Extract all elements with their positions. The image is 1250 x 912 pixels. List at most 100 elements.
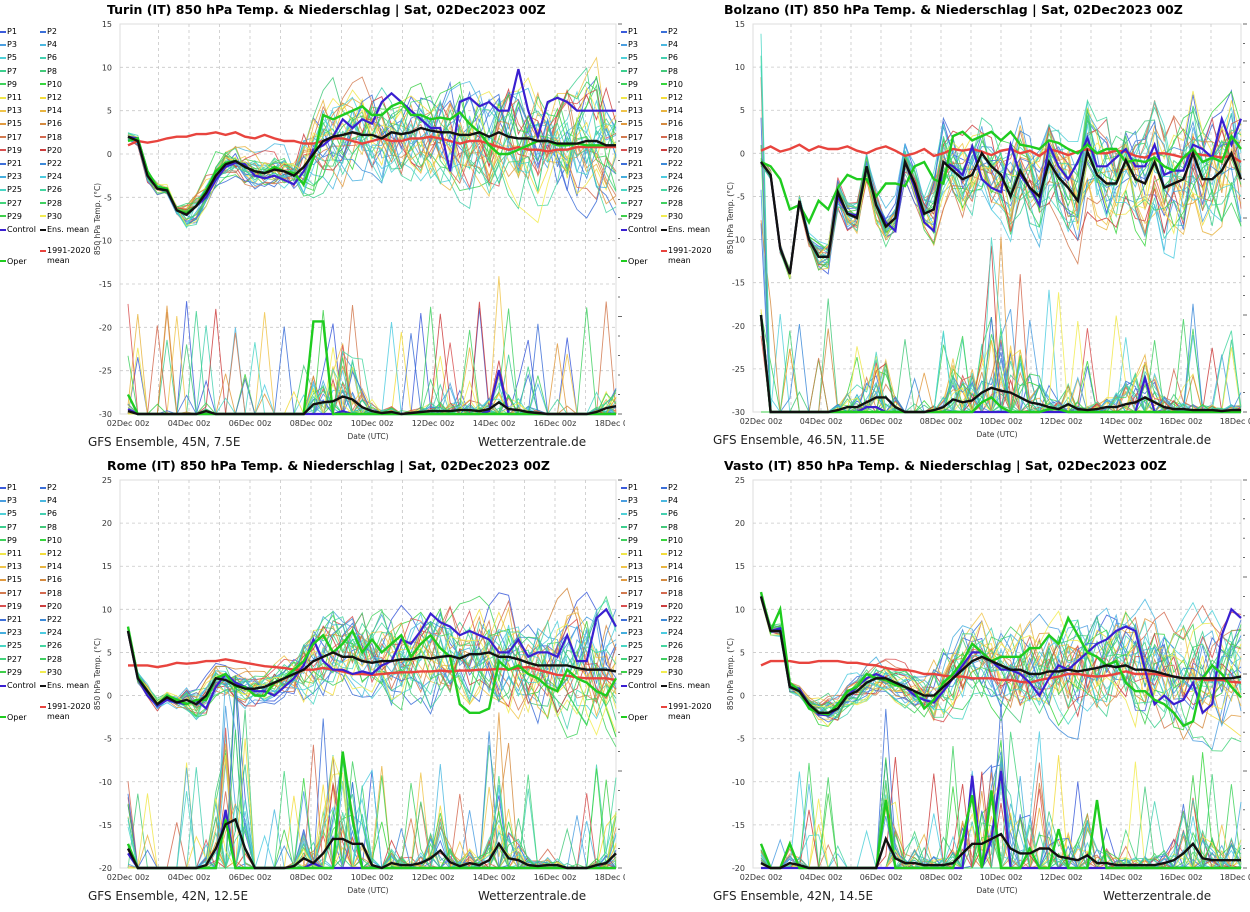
legend-label: P27 bbox=[7, 198, 23, 208]
y-tick-label-temp: -5 bbox=[104, 735, 112, 744]
legend-label-line2: mean bbox=[668, 256, 691, 266]
legend-item-p30: P30 bbox=[40, 668, 62, 678]
legend-item-p1: P1 bbox=[621, 483, 638, 493]
legend-item-p18: P18 bbox=[661, 133, 683, 143]
y-tick-label-temp: 20 bbox=[735, 519, 745, 528]
legend-swatch bbox=[0, 43, 6, 46]
legend-swatch bbox=[0, 188, 6, 191]
legend-item-p11: P11 bbox=[621, 549, 643, 559]
legend-label: P23 bbox=[628, 628, 644, 638]
legend-item-p24: P24 bbox=[40, 628, 62, 638]
legend-label: Ens. mean bbox=[668, 681, 711, 690]
legend-swatch bbox=[661, 644, 667, 647]
legend-label: P29 bbox=[7, 211, 23, 221]
chart-title: Rome (IT) 850 hPa Temp. & Niederschlag |… bbox=[107, 458, 550, 473]
x-tick-label: 18Dec 00z bbox=[595, 873, 625, 882]
legend-label: 1991-2020 bbox=[668, 702, 712, 712]
legend-item-p12: P12 bbox=[40, 93, 62, 103]
legend-swatch bbox=[40, 592, 46, 595]
legend-label: P23 bbox=[7, 172, 23, 182]
temp-line-1991-2020-mean bbox=[760, 659, 1242, 684]
legend-item-p24: P24 bbox=[40, 172, 62, 182]
legend-item-p6: P6 bbox=[40, 53, 57, 63]
member-temp-line-P8 bbox=[127, 610, 617, 721]
legend-item-p7: P7 bbox=[0, 523, 17, 533]
legend-swatch bbox=[621, 260, 627, 263]
legend-label: P21 bbox=[7, 159, 23, 168]
y-tick-label-temp: 5 bbox=[740, 106, 745, 115]
legend-item-p3: P3 bbox=[0, 40, 17, 50]
legend-label: P14 bbox=[668, 106, 684, 116]
legend-swatch bbox=[621, 618, 627, 621]
legend-swatch bbox=[40, 83, 46, 86]
y-tick-label-temp: -10 bbox=[732, 236, 745, 245]
legend-label: P15 bbox=[7, 119, 23, 129]
y-tick-label-temp: 15 bbox=[102, 20, 112, 29]
legend-label: Ens. mean bbox=[47, 225, 90, 234]
legend-label: P3 bbox=[7, 496, 17, 506]
legend-item-p2: P2 bbox=[40, 483, 57, 493]
legend-item-p9: P9 bbox=[621, 536, 638, 546]
legend-swatch bbox=[40, 526, 46, 529]
member-temp-line-P21 bbox=[127, 90, 617, 225]
legend-swatch bbox=[661, 109, 667, 112]
legend-swatch bbox=[40, 512, 46, 515]
legend-label: P16 bbox=[668, 119, 684, 129]
legend-item-control: Control bbox=[0, 225, 36, 235]
temp-line-ens-mean bbox=[759, 596, 1242, 714]
chart-title: Turin (IT) 850 hPa Temp. & Niederschlag … bbox=[107, 2, 546, 17]
legend-swatch bbox=[661, 631, 667, 634]
y-tick-label-temp: -25 bbox=[99, 367, 112, 376]
x-tick-label: 04Dec 00z bbox=[800, 417, 843, 426]
legend-label: P5 bbox=[628, 53, 638, 63]
y-tick-label-temp: -30 bbox=[732, 408, 745, 417]
legend-item-p22: P22 bbox=[661, 615, 683, 625]
legend-item-p4: P4 bbox=[40, 496, 57, 506]
series-group bbox=[759, 591, 1242, 870]
legend-item-p1: P1 bbox=[621, 27, 638, 37]
legend-item-p16: P16 bbox=[40, 119, 62, 129]
legend-label: P3 bbox=[628, 40, 638, 50]
y-tick-label-temp: -10 bbox=[99, 778, 112, 787]
legend-label: Ens. mean bbox=[668, 225, 711, 234]
x-tick-label: 08Dec 00z bbox=[290, 419, 333, 428]
legend-item-control: Control bbox=[621, 681, 657, 691]
legend-swatch bbox=[621, 552, 627, 555]
x-tick-label: 10Dec 00z bbox=[980, 873, 1023, 882]
legend-item-p18: P18 bbox=[40, 133, 62, 143]
legend-swatch bbox=[0, 228, 6, 231]
legend-item-ens-mean: Ens. mean bbox=[40, 225, 89, 235]
legend-item-p17: P17 bbox=[0, 133, 22, 143]
legend-item-p28: P28 bbox=[40, 199, 62, 209]
legend-swatch bbox=[40, 486, 46, 489]
legend-item-p27: P27 bbox=[621, 655, 643, 665]
legend-label: P9 bbox=[7, 535, 17, 545]
y-axis-label-temp: 850 hPa Temp. (°C) bbox=[93, 183, 102, 255]
legend-label: P16 bbox=[668, 575, 684, 585]
legend-swatch bbox=[0, 512, 6, 515]
x-axis-label: Date (UTC) bbox=[347, 886, 388, 895]
x-axis-label: Date (UTC) bbox=[976, 886, 1017, 895]
legend-item-p11: P11 bbox=[0, 549, 22, 559]
member-precip-line-P24 bbox=[127, 769, 617, 870]
legend-label: 1991-2020 bbox=[47, 702, 91, 712]
legend-item-p17: P17 bbox=[0, 589, 22, 599]
legend-item-clim: 1991-2020 mean bbox=[40, 702, 91, 722]
legend-item-p5: P5 bbox=[621, 509, 638, 519]
legend-label: P10 bbox=[47, 79, 63, 89]
member-temp-line-P30 bbox=[127, 86, 617, 227]
legend-swatch bbox=[0, 684, 6, 687]
legend-swatch bbox=[40, 149, 46, 152]
legend-item-p3: P3 bbox=[0, 496, 17, 506]
legend-label: Control bbox=[628, 681, 657, 690]
precip-line-oper bbox=[126, 320, 616, 416]
legend-item-p25: P25 bbox=[0, 641, 22, 651]
legend-label-line2: mean bbox=[47, 712, 70, 722]
legend-item-p26: P26 bbox=[661, 641, 683, 651]
legend-label: P23 bbox=[7, 628, 23, 638]
legend-swatch bbox=[621, 658, 627, 661]
legend-swatch bbox=[621, 70, 627, 73]
legend-swatch bbox=[40, 644, 46, 647]
x-tick-label: 18Dec 00z bbox=[595, 419, 625, 428]
legend-label: P25 bbox=[7, 185, 23, 195]
